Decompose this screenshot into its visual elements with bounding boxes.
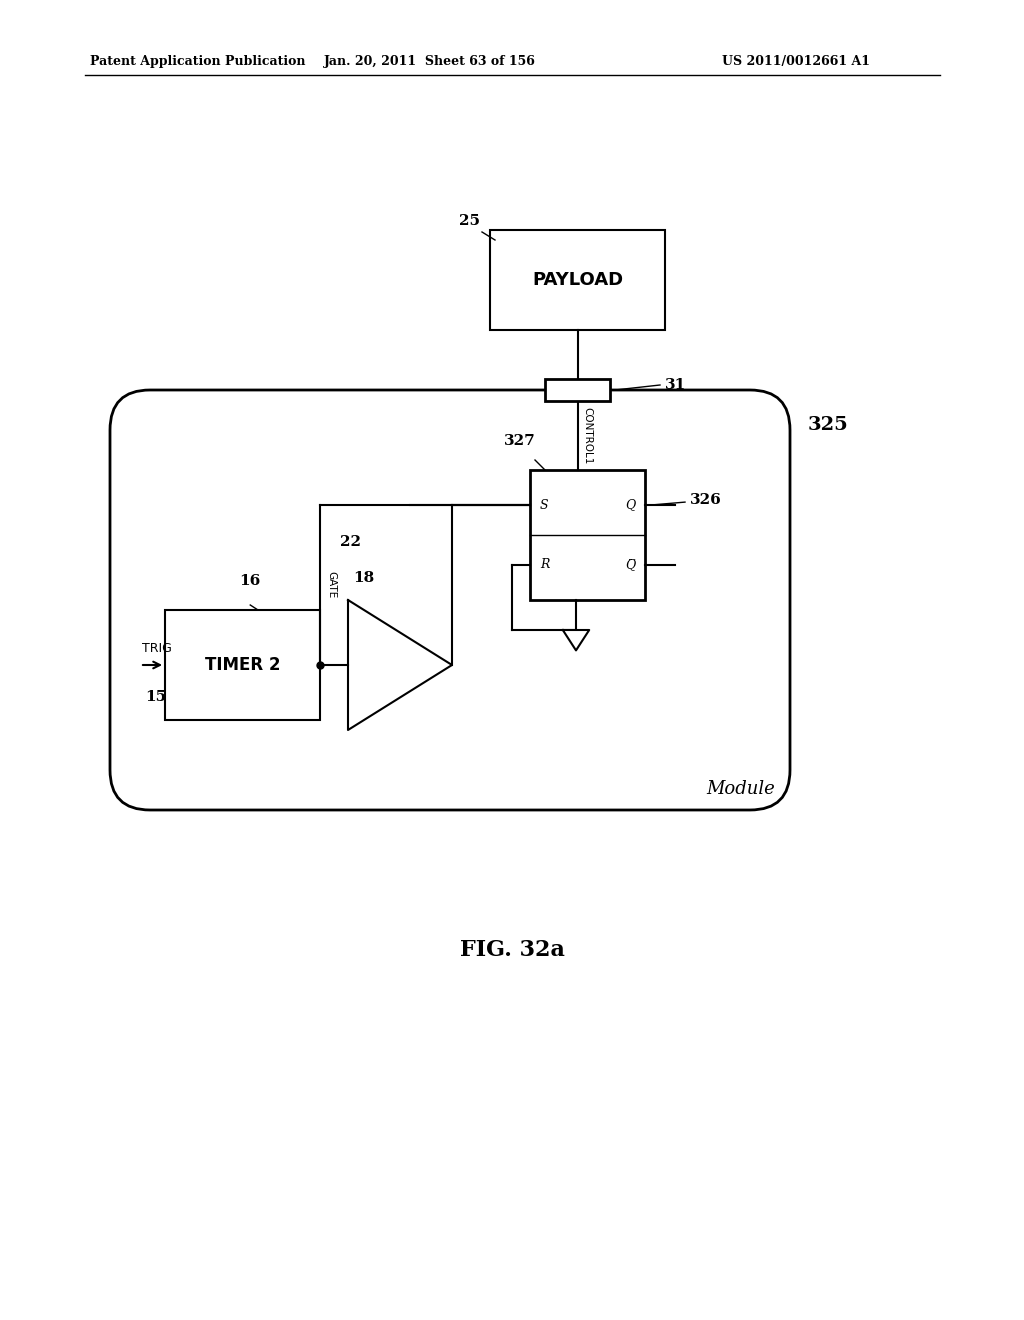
Text: US 2011/0012661 A1: US 2011/0012661 A1	[722, 55, 870, 69]
Bar	[530, 470, 645, 601]
Polygon shape	[348, 601, 452, 730]
Text: 31: 31	[665, 378, 686, 392]
Text: 327: 327	[504, 434, 536, 447]
Text: 22: 22	[340, 535, 361, 549]
Text: Q: Q	[625, 499, 635, 512]
Text: Jan. 20, 2011  Sheet 63 of 156: Jan. 20, 2011 Sheet 63 of 156	[324, 55, 536, 69]
Text: 18: 18	[353, 572, 374, 585]
Text: TIMER 2: TIMER 2	[205, 656, 281, 675]
Text: Patent Application Publication: Patent Application Publication	[90, 55, 305, 69]
Text: CONTROL1: CONTROL1	[583, 407, 593, 465]
Text: 325: 325	[808, 416, 849, 434]
Text: Q̅: Q̅	[625, 558, 635, 572]
Bar	[165, 610, 319, 719]
Polygon shape	[563, 630, 589, 651]
Bar	[490, 230, 665, 330]
Text: GATE: GATE	[326, 572, 336, 599]
Bar	[545, 379, 610, 401]
FancyBboxPatch shape	[110, 389, 790, 810]
Text: 326: 326	[690, 494, 722, 507]
Text: PAYLOAD: PAYLOAD	[531, 271, 623, 289]
Text: TRIG: TRIG	[142, 642, 172, 655]
Text: 25: 25	[459, 214, 480, 228]
Text: R: R	[540, 558, 549, 572]
Text: S: S	[540, 499, 549, 512]
Text: Module: Module	[707, 780, 775, 799]
Text: FIG. 32a: FIG. 32a	[460, 939, 564, 961]
Text: 15: 15	[145, 690, 166, 704]
Text: 16: 16	[240, 574, 261, 587]
